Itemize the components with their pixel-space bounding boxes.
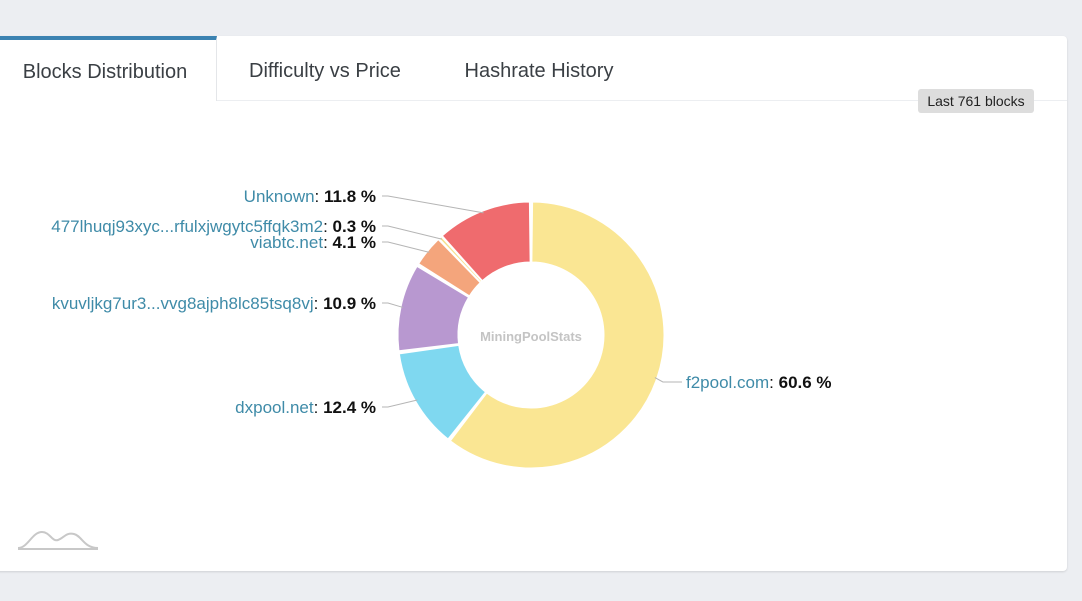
- leader-line-unknown: [382, 195, 484, 214]
- slice-name: f2pool.com: [686, 373, 769, 392]
- leader-line-f2pool: [654, 377, 682, 383]
- donut-slice-477lhuqj[interactable]: [438, 236, 483, 283]
- donut-slice-unknown[interactable]: [441, 201, 531, 282]
- slice-separator: :: [769, 373, 778, 392]
- slice-value: 4.1 %: [333, 233, 376, 252]
- leader-line-kvuvljkg: [382, 302, 404, 308]
- slice-label-unknown[interactable]: Unknown: 11.8 %: [244, 187, 376, 206]
- slice-label-f2pool[interactable]: f2pool.com: 60.6 %: [686, 373, 832, 392]
- center-watermark-label: MiningPoolStats: [480, 329, 582, 344]
- slice-value: 0.3 %: [333, 217, 376, 236]
- mountain-logo-icon: [18, 530, 99, 550]
- donut-slice-kvuvljkg[interactable]: [397, 265, 469, 352]
- block-count-badge: Last 761 blocks: [918, 89, 1034, 113]
- donut-slice-dxpool[interactable]: [398, 344, 486, 440]
- slice-separator: :: [314, 294, 323, 313]
- slice-separator: :: [315, 187, 324, 206]
- slice-label-kvuvljkg[interactable]: kvuvljkg7ur3...vvg8ajph8lc85tsq8vj: 10.9…: [52, 294, 376, 313]
- slice-name: kvuvljkg7ur3...vvg8ajph8lc85tsq8vj: [52, 294, 314, 313]
- tab-hashrate-history[interactable]: Hashrate History: [464, 60, 614, 82]
- slice-value: 11.8 %: [324, 187, 376, 206]
- slice-value: 10.9 %: [323, 294, 376, 313]
- slice-name: viabtc.net: [250, 233, 323, 252]
- donut-slice-viabtc[interactable]: [418, 239, 481, 297]
- slice-name: 477lhuqj93xyc...rfulxjwgytc5ffqk3m2: [51, 217, 323, 236]
- tab-blocks-distribution[interactable]: Blocks Distribution: [0, 36, 217, 101]
- slice-label-477lhuqj[interactable]: 477lhuqj93xyc...rfulxjwgytc5ffqk3m2: 0.3…: [51, 217, 376, 236]
- slice-label-viabtc[interactable]: viabtc.net: 4.1 %: [250, 233, 376, 252]
- leader-line-477lhuqj: [382, 225, 442, 240]
- leader-line-viabtc: [382, 241, 430, 253]
- slice-name: dxpool.net: [235, 398, 314, 417]
- slice-label-dxpool[interactable]: dxpool.net: 12.4 %: [235, 398, 376, 417]
- slice-value: 12.4 %: [323, 398, 376, 417]
- chart-card: Blocks Distribution Difficulty vs Price …: [0, 36, 1067, 571]
- slice-separator: :: [314, 398, 323, 417]
- leader-line-dxpool: [382, 399, 418, 408]
- donut-slice-f2pool[interactable]: [449, 201, 665, 469]
- tab-difficulty-vs-price[interactable]: Difficulty vs Price: [249, 60, 401, 82]
- slice-separator: :: [323, 233, 332, 252]
- slice-name: Unknown: [244, 187, 315, 206]
- slice-value: 60.6 %: [779, 373, 832, 392]
- slice-separator: :: [323, 217, 332, 236]
- tab-bar: Blocks Distribution Difficulty vs Price …: [0, 36, 1067, 101]
